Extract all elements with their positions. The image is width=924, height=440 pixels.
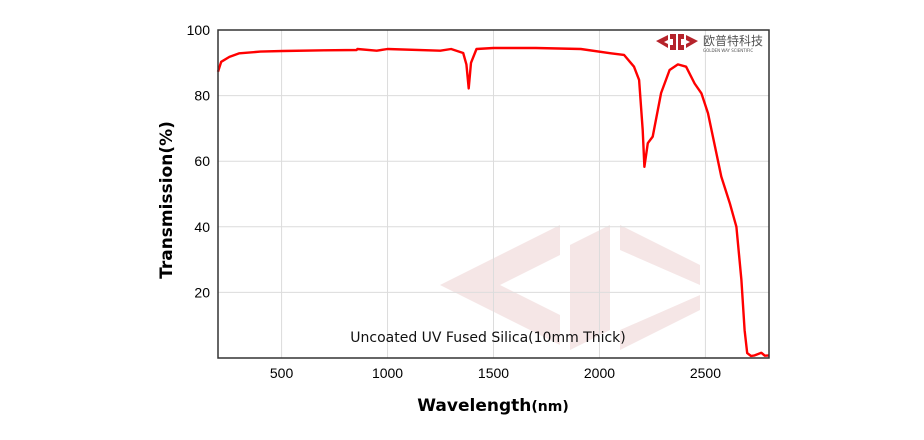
x-tick-label: 2500: [690, 365, 721, 381]
logo-chinese-name: 欧普特科技: [703, 33, 763, 48]
x-tick-label: 1500: [478, 365, 509, 381]
grid: [218, 30, 769, 358]
x-tick-label: 1000: [372, 365, 403, 381]
logo-english-name: GOLDEN WAY SCIENTIFIC: [703, 48, 753, 53]
y-tick-label: 60: [194, 153, 210, 169]
series-line: [216, 46, 770, 358]
y-tick-label: 100: [187, 22, 211, 38]
y-axis-label: Transmission(%): [157, 121, 177, 279]
x-tick-label: 500: [270, 365, 294, 381]
x-axis-label-text: Wavelength: [417, 396, 531, 416]
tick-labels: 500 1000 1500 2000 2500 20 40 60 80 100: [187, 22, 722, 381]
plot-frame: [217, 29, 770, 359]
x-tick-label: 2000: [584, 365, 615, 381]
chart-annotation: Uncoated UV Fused Silica(10mm Thick): [350, 330, 626, 346]
x-axis-unit: (nm): [531, 399, 568, 415]
x-axis-label: Wavelength(nm): [417, 396, 568, 416]
company-logo: 欧普特科技 GOLDEN WAY SCIENTIFIC: [656, 33, 763, 53]
y-tick-label: 20: [194, 284, 210, 300]
y-tick-label: 80: [194, 88, 210, 104]
watermark-logo: [440, 225, 700, 350]
y-tick-label: 40: [194, 219, 210, 235]
